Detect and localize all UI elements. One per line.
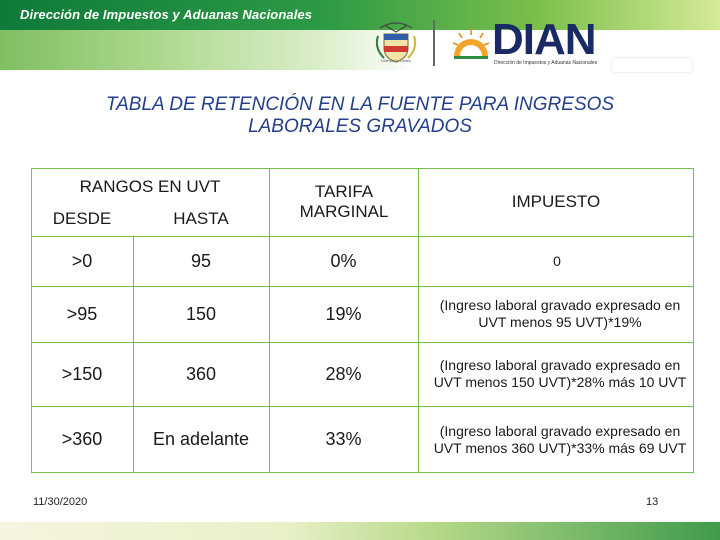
header-to: HASTA	[173, 209, 229, 228]
row-from: >0	[71, 250, 93, 271]
org-name: Dirección de Impuestos y Aduanas Naciona…	[20, 7, 313, 22]
page-number: 13	[646, 496, 659, 508]
retention-table: RANGOS EN UVT DESDE HASTA TARIFA MARGINA…	[31, 168, 694, 473]
table-frame	[31, 168, 694, 473]
logo-divider	[433, 20, 435, 66]
dian-subtitle: Dirección de Impuestos y Aduanas Naciona…	[494, 60, 598, 66]
row-to: En adelante	[152, 429, 250, 449]
row-rate: 19%	[325, 303, 362, 324]
row-from: >150	[61, 363, 103, 384]
dian-logo-text: DIAN	[492, 15, 597, 64]
col-divider	[269, 168, 270, 473]
header-tax: IMPUESTO	[511, 192, 601, 211]
row-to: 360	[185, 363, 217, 384]
footer-band	[0, 522, 720, 540]
header-ranges: RANGOS EN UVT	[79, 177, 221, 196]
header-bar: Dirección de Impuestos y Aduanas Naciona…	[0, 0, 720, 30]
row-rate: 28%	[325, 363, 362, 384]
row-divider	[31, 406, 694, 407]
row-to: 95	[190, 250, 212, 271]
row-from: >95	[66, 303, 98, 324]
header-divider	[31, 236, 694, 237]
dian-sun-icon	[452, 28, 490, 59]
row-tax: 0	[553, 252, 561, 269]
coat-caption: Libertad y Orden	[381, 58, 411, 63]
row-from: >360	[61, 429, 103, 449]
row-tax: (Ingreso laboral gravado expresado en UV…	[439, 297, 681, 330]
row-divider	[31, 342, 694, 343]
row-rate: 0%	[330, 250, 357, 271]
header-rate: TARIFA MARGINAL	[299, 182, 389, 221]
row-tax: (Ingreso laboral gravado expresado en UV…	[433, 422, 687, 456]
row-divider	[31, 286, 694, 287]
row-rate: 33%	[325, 429, 362, 449]
col-divider	[133, 236, 134, 473]
row-tax: (Ingreso laboral gravado expresado en UV…	[433, 357, 687, 390]
coat-of-arms-icon	[375, 22, 417, 63]
header-gradient	[0, 30, 720, 70]
row-to: 150	[185, 303, 217, 324]
footer-date: 11/30/2020	[33, 496, 88, 508]
header-from: DESDE	[52, 209, 112, 228]
page-title: TABLA DE RETENCIÓN EN LA FUENTE PARA ING…	[105, 94, 615, 137]
header-tab	[612, 58, 692, 72]
col-divider	[418, 168, 419, 473]
